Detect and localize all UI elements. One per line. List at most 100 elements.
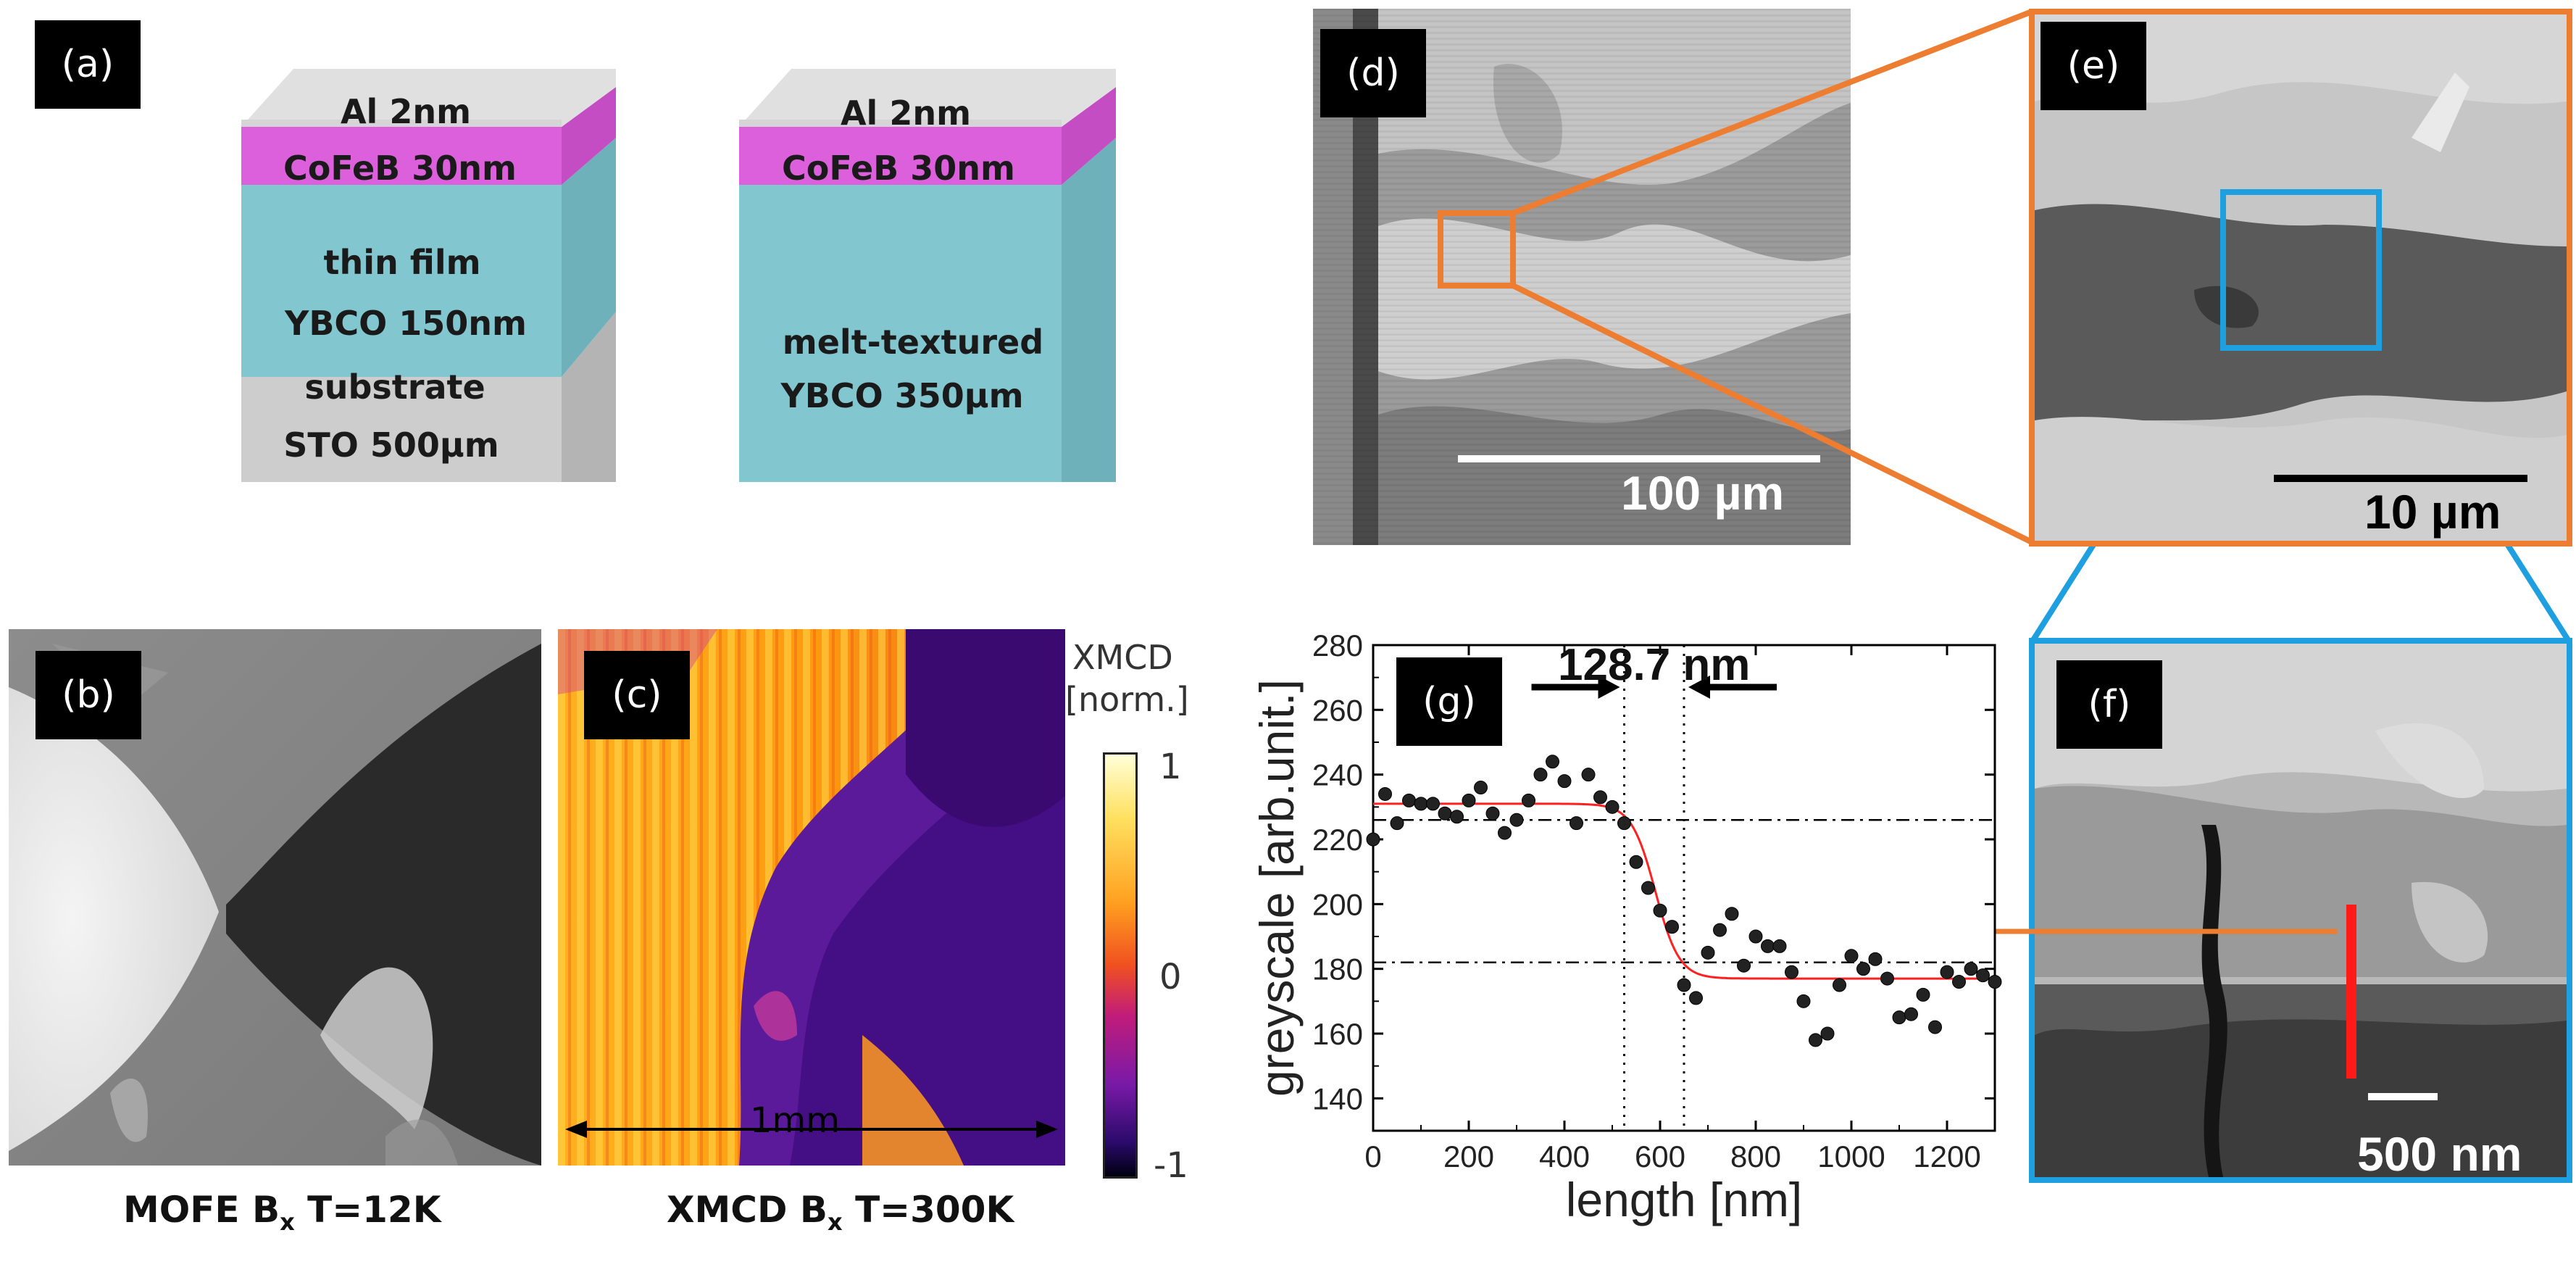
colorbar-tick-mid: 0	[1159, 957, 1182, 997]
stack-thin-film: Al 2nm CoFeB 30nm thin film YBCO 150nm s…	[241, 69, 616, 482]
data-point	[1641, 881, 1655, 895]
y-tick-label: 220	[1312, 823, 1363, 857]
data-point	[1546, 755, 1559, 769]
caption-b: MOFE Bx T=12K	[123, 1189, 441, 1236]
y-tick-label: 200	[1312, 887, 1363, 921]
data-point	[1498, 826, 1512, 840]
panel-f-label: (f)	[2056, 660, 2162, 749]
data-point	[1796, 994, 1811, 1008]
label-ybco-bulk-2: YBCO 350µm	[780, 376, 1023, 415]
caption-b-sub: x	[280, 1208, 295, 1236]
panel-e: (e) 10 µm	[2029, 9, 2572, 547]
data-point	[1426, 797, 1440, 811]
data-point	[1617, 816, 1631, 831]
data-point	[1976, 968, 1990, 983]
sto-front	[241, 377, 562, 482]
data-point	[1964, 962, 1978, 976]
data-point	[1485, 806, 1500, 821]
y-tick-label: 140	[1312, 1081, 1363, 1116]
data-point	[1880, 971, 1894, 986]
data-point	[1629, 855, 1643, 869]
caption-c-suffix: T=300K	[842, 1189, 1014, 1231]
scale-label-100um: 100 µm	[1621, 466, 1785, 520]
data-point	[1737, 958, 1751, 973]
greyscale-profile-chart: 0 200 400 600 800 1000 1200 140 160 180 200 220 240 2…	[1250, 628, 2002, 1226]
data-point	[1390, 816, 1404, 831]
data-point	[1785, 965, 1798, 979]
domain-image-e	[2035, 14, 2567, 541]
domain-image-f	[2035, 644, 2567, 1177]
al-thin-front	[241, 120, 562, 127]
data-point	[1522, 793, 1535, 807]
scale-arrow-1mm	[565, 1121, 1058, 1138]
data-point	[1414, 797, 1428, 811]
cofeb-thin-side	[562, 87, 616, 185]
data-point	[1820, 1026, 1835, 1041]
label-al-thin: Al 2nm	[341, 92, 471, 131]
annotation-arrowhead-right	[1688, 676, 1710, 699]
panel-c: (c) 1mm	[558, 629, 1065, 1166]
colorbar-gradient	[1103, 752, 1138, 1179]
y-tick-label: 180	[1312, 952, 1363, 986]
panel-e-label: (e)	[2041, 22, 2146, 110]
colorbar-title-2: [norm.]	[1065, 680, 1189, 719]
width-annotation: 128.7 nm	[1558, 640, 1750, 690]
panel-c-label: (c)	[584, 651, 690, 739]
colorbar: XMCD [norm.] 1 0 -1	[1065, 638, 1210, 1189]
scale-label-1mm: 1mm	[750, 1100, 841, 1141]
data-point	[1533, 768, 1548, 782]
caption-b-suffix: T=12K	[294, 1189, 441, 1231]
panel-b-label: (b)	[36, 651, 141, 739]
data-point	[1856, 962, 1870, 976]
ybco-bulk-side	[1062, 138, 1116, 482]
data-point	[1988, 975, 2002, 989]
data-point	[1868, 952, 1883, 966]
colorbar-title-1: XMCD	[1072, 638, 1173, 677]
cofeb-bulk-side	[1062, 87, 1116, 185]
data-point	[1378, 786, 1392, 801]
data-point	[1748, 929, 1763, 944]
data-point	[1725, 907, 1739, 921]
data-point	[1916, 987, 1930, 1002]
ybco-thin-front	[241, 185, 562, 377]
data-point	[1689, 991, 1703, 1005]
data-point	[1809, 1033, 1822, 1047]
x-tick-label: 600	[1635, 1139, 1685, 1173]
label-ybco-thin-1: thin film	[323, 243, 480, 282]
data-point	[1605, 799, 1620, 814]
ybco-thin-side	[562, 138, 616, 377]
panel-a-label: (a)	[35, 20, 141, 109]
data-point	[1450, 810, 1464, 824]
data-point	[1557, 774, 1572, 789]
data-point	[1772, 939, 1787, 953]
sto-side	[562, 312, 616, 482]
caption-c-text: XMCD B	[667, 1189, 828, 1231]
annotation-arrowhead-left	[1598, 676, 1620, 699]
data-point	[1952, 975, 1966, 989]
data-point	[1509, 813, 1524, 827]
label-al-bulk: Al 2nm	[841, 94, 971, 133]
caption-b-text: MOFE B	[123, 1189, 280, 1231]
scale-label-10um: 10 µm	[2364, 485, 2501, 539]
label-ybco-thin-2: YBCO 150nm	[284, 304, 527, 343]
panel-a: (a) Al 2nm CoFeB 30nm thin film YBCO 150…	[0, 0, 1232, 522]
al-bulk-top	[739, 69, 1116, 127]
y-axis-label: greyscale [arb.unit.]	[1250, 679, 1304, 1097]
y-tick-label: 260	[1312, 693, 1363, 727]
data-point	[1701, 945, 1715, 960]
x-tick-label: 400	[1539, 1139, 1590, 1173]
stack-bulk: Al 2nm CoFeB 30nm melt-textured YBCO 350…	[739, 69, 1116, 482]
scale-label-500nm: 500 nm	[2357, 1127, 2522, 1181]
data-point	[1665, 920, 1679, 934]
data-point	[1570, 816, 1583, 831]
panel-g: 0 200 400 600 800 1000 1200 140 160 180 200 220 240 2…	[1225, 623, 2029, 1267]
data-point	[1833, 978, 1846, 992]
caption-c-sub: x	[828, 1208, 843, 1236]
label-sto-2: STO 500µm	[283, 425, 499, 465]
cofeb-thin-front	[241, 127, 562, 185]
label-sto-1: substrate	[304, 367, 485, 407]
caption-c: XMCD Bx T=300K	[667, 1189, 1014, 1236]
x-tick-label: 200	[1443, 1139, 1494, 1173]
y-tick-label: 240	[1312, 758, 1363, 792]
al-thin-top	[241, 69, 616, 127]
